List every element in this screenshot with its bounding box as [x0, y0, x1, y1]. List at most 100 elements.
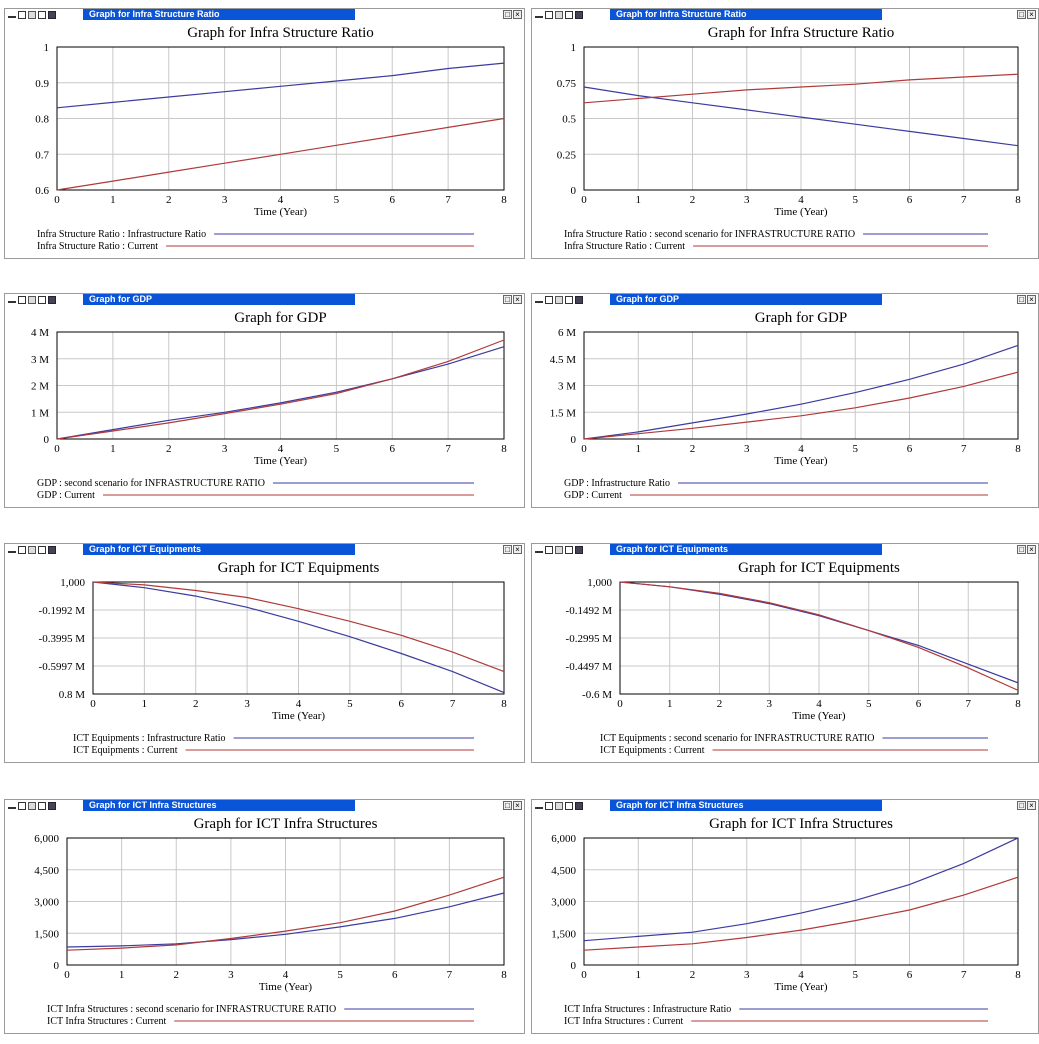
series-line-1 [583, 344, 1019, 440]
chart-title: Graph for Infra Structure Ratio [187, 25, 374, 41]
save-icon[interactable] [48, 801, 56, 810]
close-button[interactable]: × [1027, 10, 1036, 19]
minimize-icon[interactable] [8, 547, 16, 553]
page-icon[interactable] [38, 545, 46, 554]
x-tick-label: 3 [228, 969, 234, 981]
save-icon[interactable] [575, 801, 583, 810]
x-tick-label: 4 [798, 194, 804, 206]
save-icon[interactable] [575, 10, 583, 19]
close-button[interactable]: × [513, 801, 522, 810]
restore-button[interactable]: □ [1017, 10, 1026, 19]
page-icon[interactable] [565, 801, 573, 810]
line-chart: Graph for ICT Equipments 0 1 2 3 4 5 6 7 8 1,000 -0… [39, 560, 508, 756]
restore-button[interactable]: □ [1017, 295, 1026, 304]
minimize-icon[interactable] [8, 297, 16, 303]
plot-area [583, 331, 1019, 440]
x-tick-label: 1 [636, 443, 642, 455]
x-tick-label: 2 [166, 443, 172, 455]
copy-icon[interactable] [545, 545, 553, 554]
save-icon[interactable] [48, 295, 56, 304]
y-tick-label: 0.5 [562, 114, 576, 126]
x-tick-label: 8 [501, 443, 507, 455]
page-icon[interactable] [38, 10, 46, 19]
window-titlebar: Graph for ICT Infra Structures □ × [532, 800, 1038, 811]
graph-window-ict-equipments-2: Graph for ICT Equipments □ × Graph for I… [531, 543, 1039, 763]
y-tick-label: 3 M [31, 354, 49, 366]
close-button[interactable]: × [1027, 801, 1036, 810]
copy-icon[interactable] [545, 10, 553, 19]
chart-title: Graph for ICT Infra Structures [194, 816, 378, 832]
copy-icon[interactable] [18, 801, 26, 810]
series-line-1 [56, 62, 505, 109]
series-line-2 [619, 581, 1019, 691]
y-tick-label: -0.6 M [582, 689, 612, 701]
save-icon[interactable] [575, 545, 583, 554]
minimize-icon[interactable] [535, 803, 543, 809]
print-icon[interactable] [28, 10, 36, 19]
print-icon[interactable] [555, 295, 563, 304]
legend-label: ICT Equipments : second scenario for INF… [600, 733, 875, 744]
window-title: Graph for ICT Equipments [610, 544, 882, 555]
x-tick-label: 2 [193, 698, 199, 710]
page-icon[interactable] [565, 295, 573, 304]
window-titlebar: Graph for GDP □ × [532, 294, 1038, 305]
y-tick-label: -0.1492 M [566, 605, 613, 617]
line-chart: Graph for Infra Structure Ratio 0 1 2 3 4 5 6 7 8… [35, 25, 507, 252]
close-button[interactable]: × [513, 295, 522, 304]
restore-button[interactable]: □ [503, 295, 512, 304]
save-icon[interactable] [48, 545, 56, 554]
x-tick-label: 5 [337, 969, 343, 981]
print-icon[interactable] [28, 801, 36, 810]
minimize-icon[interactable] [8, 12, 16, 18]
x-tick-label: 0 [54, 443, 60, 455]
print-icon[interactable] [555, 10, 563, 19]
restore-button[interactable]: □ [503, 545, 512, 554]
x-tick-label: 5 [334, 194, 340, 206]
x-tick-label: 4 [296, 698, 302, 710]
x-tick-label: 7 [961, 969, 967, 981]
x-tick-label: 0 [581, 969, 587, 981]
x-tick-label: 5 [853, 194, 859, 206]
print-icon[interactable] [555, 801, 563, 810]
x-tick-label: 1 [636, 969, 642, 981]
y-tick-label: 6,000 [551, 833, 576, 845]
x-tick-label: 2 [690, 443, 696, 455]
copy-icon[interactable] [545, 801, 553, 810]
x-tick-label: 7 [966, 698, 972, 710]
page-icon[interactable] [38, 801, 46, 810]
x-tick-label: 8 [1015, 969, 1021, 981]
page-icon[interactable] [565, 10, 573, 19]
save-icon[interactable] [48, 10, 56, 19]
x-axis-label: Time (Year) [774, 455, 828, 467]
minimize-icon[interactable] [535, 297, 543, 303]
close-button[interactable]: × [513, 545, 522, 554]
line-chart: Graph for GDP 0 1 2 3 4 5 6 7 8 4 M 3 M 2 M 1 M 0 Time … [31, 310, 507, 501]
print-icon[interactable] [28, 545, 36, 554]
page-icon[interactable] [565, 545, 573, 554]
x-tick-label: 5 [347, 698, 353, 710]
y-tick-label: 0.8 [35, 114, 49, 126]
x-tick-label: 5 [853, 969, 859, 981]
legend-label: ICT Infra Structures : Current [564, 1016, 683, 1027]
minimize-icon[interactable] [8, 803, 16, 809]
print-icon[interactable] [555, 545, 563, 554]
restore-button[interactable]: □ [1017, 801, 1026, 810]
series-line-2 [56, 339, 505, 440]
close-button[interactable]: × [1027, 295, 1036, 304]
minimize-icon[interactable] [535, 12, 543, 18]
close-button[interactable]: × [1027, 545, 1036, 554]
copy-icon[interactable] [18, 10, 26, 19]
restore-button[interactable]: □ [503, 10, 512, 19]
copy-icon[interactable] [545, 295, 553, 304]
y-tick-label: -0.4497 M [566, 661, 613, 673]
copy-icon[interactable] [18, 545, 26, 554]
copy-icon[interactable] [18, 295, 26, 304]
close-button[interactable]: × [513, 10, 522, 19]
page-icon[interactable] [38, 295, 46, 304]
restore-button[interactable]: □ [503, 801, 512, 810]
minimize-icon[interactable] [535, 547, 543, 553]
print-icon[interactable] [28, 295, 36, 304]
restore-button[interactable]: □ [1017, 545, 1026, 554]
series-line-1 [583, 837, 1019, 942]
save-icon[interactable] [575, 295, 583, 304]
